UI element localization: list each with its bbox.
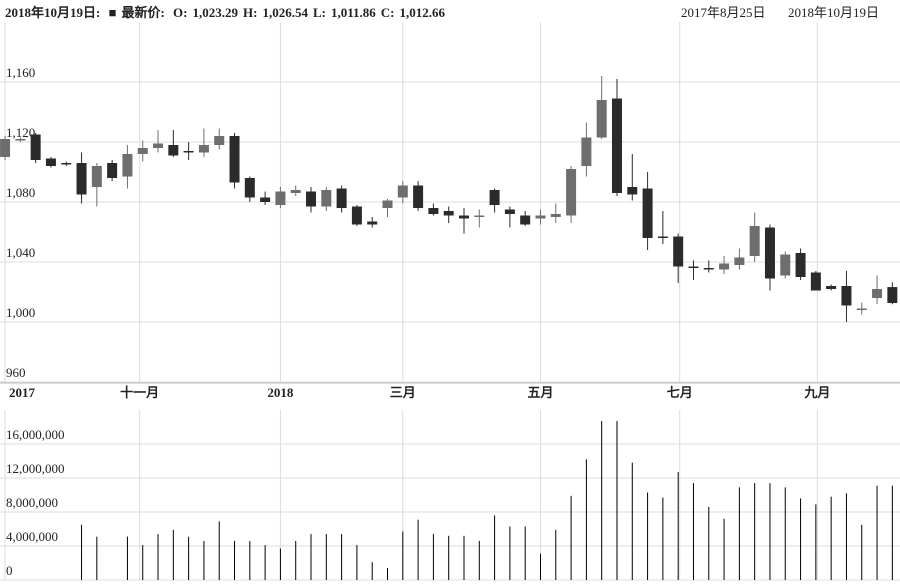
candle-body [489,190,500,205]
x-tick-label: 五月 [527,385,553,400]
candle-body [458,215,469,219]
y-tick-label: 960 [6,365,26,380]
y-tick-label: 8,000,000 [6,495,58,510]
candle-body [397,185,408,198]
candle-body [550,214,561,217]
candle-body [856,308,867,310]
y-tick-label: 1,040 [6,245,35,260]
candle-body [764,227,775,279]
candle-body [566,169,577,216]
candle-body [611,98,622,193]
candle-body [76,163,87,195]
candle-body [61,163,72,165]
candle-body [0,139,11,157]
candle-body [321,190,332,207]
candle-body [91,166,102,187]
ohlc-value: 1,012.66 [399,5,445,20]
candle-body [520,215,531,225]
candle-body [535,215,546,219]
candle-body [336,188,347,208]
ohlc-value: 1,026.54 [262,5,308,20]
y-tick-label: 0 [6,563,13,578]
candle-body [581,137,592,166]
candle-body [275,191,286,205]
ohlc-items: O: 1,023.29 H: 1,026.54 L: 1,011.86 C: 1,012.66 [173,5,450,20]
x-tick-label: 十一月 [120,385,159,400]
candle-body [244,178,255,198]
y-tick-label: 1,160 [6,65,35,80]
candle-body [887,287,898,304]
candle-body [780,254,791,276]
candle-body [290,190,301,193]
candle-body [749,226,760,256]
candle-body [673,236,684,267]
ohlc-value: 1,023.29 [192,5,239,20]
candle-body [810,272,821,291]
candle-body [30,134,41,160]
range-end: 2018年10月19日 [788,5,880,20]
header-date: 2018年10月19日: [5,5,101,20]
y-tick-label: 4,000,000 [6,529,58,544]
header-label: 最新价: [121,5,165,20]
candle-body [122,154,133,177]
ohlc-key: C: [380,5,395,20]
candle-body [474,215,485,217]
x-tick-label: 三月 [390,385,416,400]
ohlc-value: 1,011.86 [330,5,376,20]
candle-body [703,268,714,270]
candle-body [719,263,730,270]
ohlc-key: O: [173,5,188,20]
y-tick-label: 1,080 [6,185,35,200]
candle-body [107,163,118,178]
x-tick-label: 七月 [667,385,693,400]
x-tick-label: 九月 [803,385,830,400]
header-marker: ■ [108,5,117,20]
candle-body [795,253,806,277]
candle-body [229,136,240,183]
candle-body [260,197,271,202]
candle-body [382,200,393,208]
candle-body [872,289,883,298]
candle-body [642,188,653,238]
y-tick-label: 1,120 [6,125,35,140]
candle-body [688,266,699,268]
header: 2018年10月19日: ■ 最新价: O: 1,023.29 H: 1,026.54 L… [5,2,895,20]
candle-body [596,100,607,138]
y-tick-label: 12,000,000 [6,461,65,476]
x-tick-label: 2018 [267,385,294,400]
candle-body [413,185,424,208]
y-tick-label: 16,000,000 [6,427,65,442]
candle-body [657,236,668,238]
candle-body [627,187,638,195]
candle-body [198,145,209,153]
candle-body [214,136,225,145]
candle-body [734,257,745,265]
candle-body [183,151,194,153]
ohlc-key: H: [243,5,258,20]
range-start: 2017年8月25日 [681,5,766,20]
candle-body [826,286,837,289]
candle-body [137,148,148,154]
candle-body [428,208,439,214]
candle-body [841,286,852,306]
candle-body [351,206,362,225]
candle-body [504,209,515,214]
candle-body [45,158,56,166]
x-tick-label: 2017 [9,385,36,400]
y-tick-label: 1,000 [6,305,35,320]
ohlc-key: L: [312,5,326,20]
candle-body [443,211,454,216]
candle-body [15,139,26,141]
candle-body [306,191,317,207]
candle-body [168,145,179,156]
candle-body [367,221,378,225]
candle-body [153,143,164,148]
